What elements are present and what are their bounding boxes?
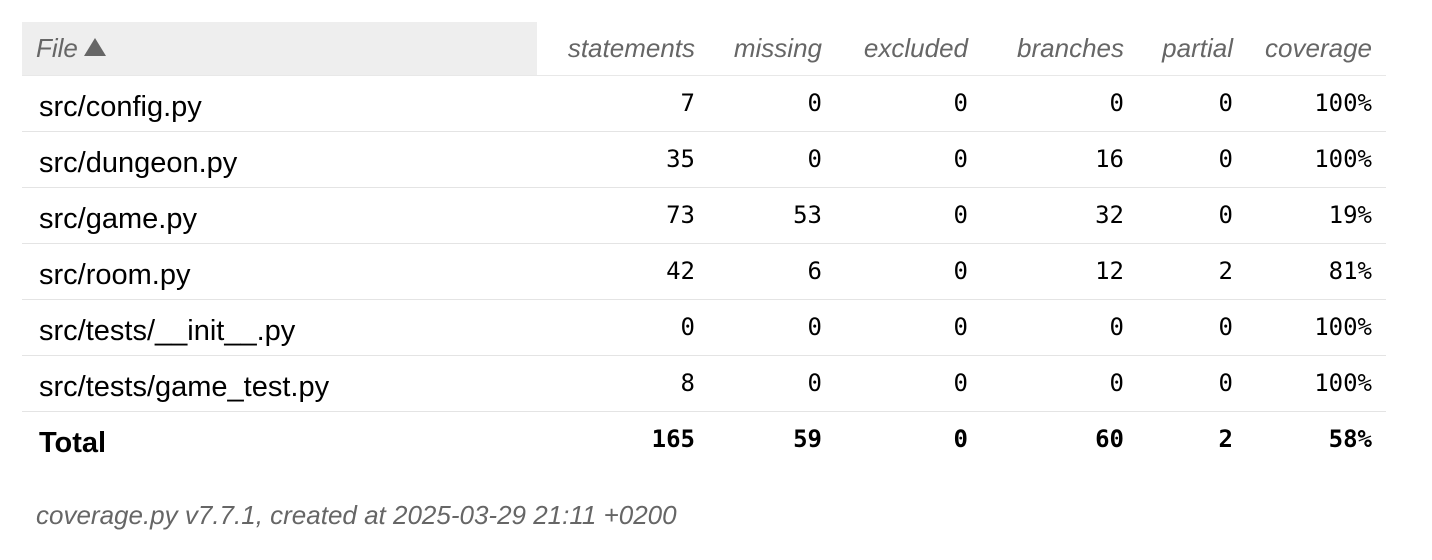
- cell-statements: 7: [537, 75, 709, 132]
- total-partial: 2: [1218, 425, 1233, 454]
- column-header-file-label: File: [36, 32, 78, 63]
- cell-missing: 6: [709, 243, 836, 300]
- table-row: src/tests/game_test.py 8 0 0 0 0 100%: [22, 355, 1386, 412]
- table-row: src/config.py 7 0 0 0 0 100%: [22, 75, 1386, 132]
- cell-missing: 0: [709, 355, 836, 412]
- cell-statements: 42: [537, 243, 709, 300]
- column-header-excluded[interactable]: excluded: [836, 22, 982, 76]
- cell-partial: 2: [1138, 243, 1247, 300]
- table-row: src/game.py 73 53 0 32 0 19%: [22, 187, 1386, 244]
- total-excluded: 0: [953, 425, 968, 454]
- cell-coverage: 100%: [1247, 131, 1386, 188]
- footer-note: coverage.py v7.7.1, created at 2025-03-2…: [36, 500, 677, 530]
- cell-branches: 12: [982, 243, 1138, 300]
- file-link[interactable]: src/tests/__init__.py: [22, 299, 537, 356]
- cell-branches: 0: [982, 299, 1138, 356]
- cell-missing: 53: [709, 187, 836, 244]
- column-header-statements[interactable]: statements: [537, 22, 709, 76]
- cell-statements: 73: [537, 187, 709, 244]
- cell-branches: 0: [982, 355, 1138, 412]
- file-link[interactable]: src/dungeon.py: [22, 131, 537, 188]
- cell-coverage: 100%: [1247, 299, 1386, 356]
- total-coverage: 58%: [1328, 425, 1372, 454]
- cell-coverage: 100%: [1247, 75, 1386, 132]
- total-branches: 60: [1095, 425, 1124, 454]
- column-header-coverage[interactable]: coverage: [1247, 22, 1386, 76]
- cell-excluded: 0: [836, 299, 982, 356]
- file-link[interactable]: src/tests/game_test.py: [22, 355, 537, 412]
- cell-statements: 35: [537, 131, 709, 188]
- total-missing: 59: [793, 425, 822, 454]
- cell-partial: 0: [1138, 299, 1247, 356]
- cell-partial: 0: [1138, 355, 1247, 412]
- cell-missing: 0: [709, 299, 836, 356]
- cell-partial: 0: [1138, 187, 1247, 244]
- table-row: src/tests/__init__.py 0 0 0 0 0 100%: [22, 299, 1386, 356]
- header-row: File statements missing excluded branche…: [22, 22, 1386, 76]
- cell-statements: 0: [537, 299, 709, 356]
- column-header-missing[interactable]: missing: [709, 22, 836, 76]
- cell-coverage: 100%: [1247, 355, 1386, 412]
- cell-coverage: 19%: [1247, 187, 1386, 244]
- total-row: Total 165 59 0 60 2 58%: [22, 411, 1386, 467]
- column-header-file[interactable]: File: [22, 22, 537, 76]
- column-header-branches[interactable]: branches: [982, 22, 1138, 76]
- cell-missing: 0: [709, 131, 836, 188]
- cell-coverage: 81%: [1247, 243, 1386, 300]
- file-link[interactable]: src/config.py: [22, 75, 537, 132]
- cell-excluded: 0: [836, 75, 982, 132]
- cell-statements: 8: [537, 355, 709, 412]
- cell-excluded: 0: [836, 131, 982, 188]
- cell-partial: 0: [1138, 131, 1247, 188]
- file-link[interactable]: src/room.py: [22, 243, 537, 300]
- cell-branches: 16: [982, 131, 1138, 188]
- cell-excluded: 0: [836, 355, 982, 412]
- cell-excluded: 0: [836, 243, 982, 300]
- coverage-table: File statements missing excluded branche…: [22, 22, 1386, 467]
- cell-missing: 0: [709, 75, 836, 132]
- total-statements: 165: [651, 425, 695, 454]
- sort-ascending-icon: [83, 37, 106, 56]
- file-link[interactable]: src/game.py: [22, 187, 537, 244]
- table-row: src/room.py 42 6 0 12 2 81%: [22, 243, 1386, 300]
- column-header-partial[interactable]: partial: [1138, 22, 1247, 76]
- table-row: src/dungeon.py 35 0 0 16 0 100%: [22, 131, 1386, 188]
- total-label: Total: [39, 426, 107, 459]
- cell-branches: 0: [982, 75, 1138, 132]
- cell-excluded: 0: [836, 187, 982, 244]
- coverage-report: File statements missing excluded branche…: [22, 22, 1386, 467]
- cell-partial: 0: [1138, 75, 1247, 132]
- cell-branches: 32: [982, 187, 1138, 244]
